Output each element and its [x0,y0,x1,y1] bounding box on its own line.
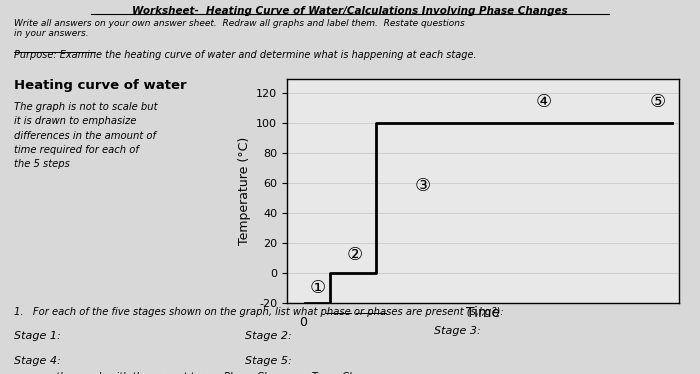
X-axis label: Time: Time [466,306,500,320]
Text: ⑤: ⑤ [650,94,666,111]
Text: ①: ① [309,279,326,297]
Text: Stage 2:: Stage 2: [245,331,292,341]
Text: Stage 3:: Stage 3: [434,326,481,336]
Text: Purpose: Examine the heating curve of water and determine what is happening at e: Purpose: Examine the heating curve of wa… [14,50,477,61]
Text: Stage 4:: Stage 4: [14,356,61,366]
Text: Stage 5:: Stage 5: [245,356,292,366]
Text: The graph is not to scale but
it is drawn to emphasize
differences in the amount: The graph is not to scale but it is draw… [14,102,158,169]
Text: the graph with the correct term:  Phase Change or Temp Chang: the graph with the correct term: Phase C… [56,372,374,374]
Text: ④: ④ [536,94,552,111]
Text: 0: 0 [299,316,307,329]
Text: Worksheet-  Heating Curve of Water/Calculations Involving Phase Changes: Worksheet- Heating Curve of Water/Calcul… [132,6,568,16]
Text: Heating curve of water: Heating curve of water [14,79,187,92]
Text: Stage 1:: Stage 1: [14,331,61,341]
Text: ②: ② [346,246,363,264]
Text: ③: ③ [414,177,430,195]
Text: Write all answers on your own answer sheet.  Redraw all graphs and label them.  : Write all answers on your own answer she… [14,19,465,38]
Y-axis label: Temperature (°C): Temperature (°C) [237,137,251,245]
Text: 1.   For each of the five stages shown on the graph, list what phase or phases a: 1. For each of the five stages shown on … [14,307,504,318]
